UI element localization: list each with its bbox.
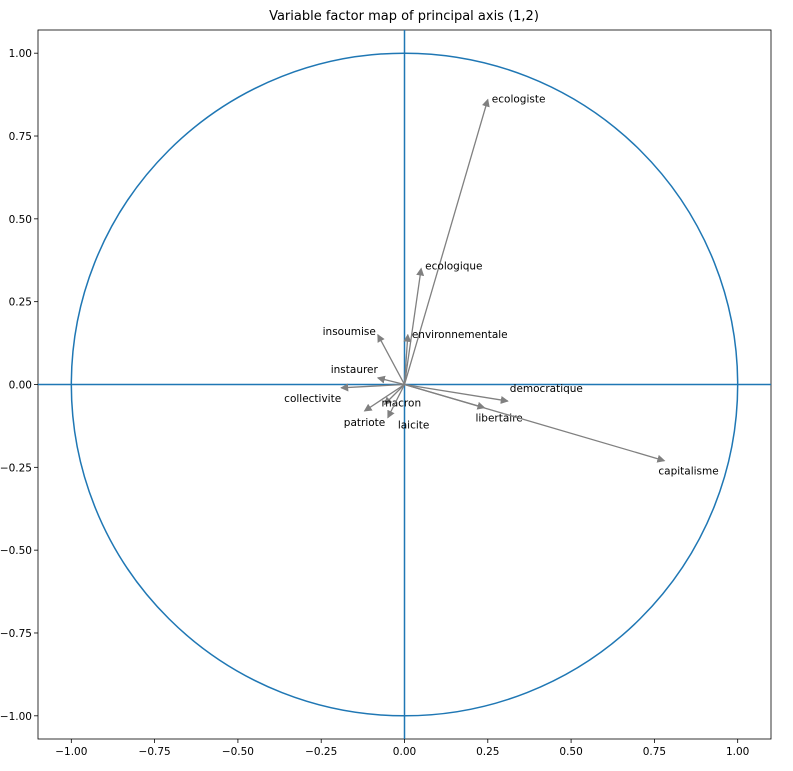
y-tick-label: −0.50 [0,545,32,557]
arrow-patriote [363,383,405,412]
arrow-instaurer [376,375,405,386]
x-tick-label: −0.75 [139,746,171,758]
arrow-laicite [387,384,406,419]
variable-arrows: ecologiste ecologique environnementale inso… [284,94,719,478]
x-tick-label: −0.25 [305,746,337,758]
label-patriote: patriote [344,417,385,429]
x-tick-label: 0.25 [476,746,499,758]
label-environnementale: environnementale [412,329,508,341]
y-tick-label: −0.25 [0,462,32,474]
x-tick-label: 0.00 [393,746,416,758]
label-instaurer: instaurer [331,364,379,376]
arrow-capitalisme [404,383,666,463]
label-libertaire: libertaire [475,413,522,425]
y-tick-label: −1.00 [0,711,32,723]
x-tick-label: −1.00 [55,746,87,758]
x-tick-label: 0.75 [643,746,666,758]
chart-title: Variable factor map of principal axis (1… [269,9,539,24]
arrow-democratique [404,383,509,404]
label-ecologiste: ecologiste [492,94,546,106]
label-ecologique: ecologique [425,261,482,273]
y-tick-label: −0.75 [0,628,32,640]
label-capitalisme: capitalisme [658,466,718,478]
label-democratique: democratique [510,383,583,395]
x-tick-label: −0.50 [222,746,254,758]
arrow-collectivite [340,383,405,392]
arrow-environnementale [403,333,412,385]
arrow-macron [383,384,405,406]
x-tick-label: 1.00 [726,746,749,758]
arrow-ecologique [403,267,425,385]
y-tick-label: 0.75 [9,131,32,143]
label-laicite: laicite [398,420,430,432]
y-tick-label: 0.25 [9,297,32,309]
y-tick-label: 1.00 [9,48,32,60]
axis-ticks: −1.00 −0.75 −0.50 −0.25 0.00 0.25 0.50 0.75 1.00… [0,48,749,758]
arrow-insoumise [377,333,406,385]
label-macron: macron [382,397,422,409]
x-tick-label: 0.50 [559,746,582,758]
arrow-ecologiste [403,98,490,385]
y-tick-label: 0.00 [9,380,32,392]
label-insoumise: insoumise [323,326,376,338]
label-collectivite: collectivite [284,393,341,405]
y-tick-label: 0.50 [9,214,32,226]
